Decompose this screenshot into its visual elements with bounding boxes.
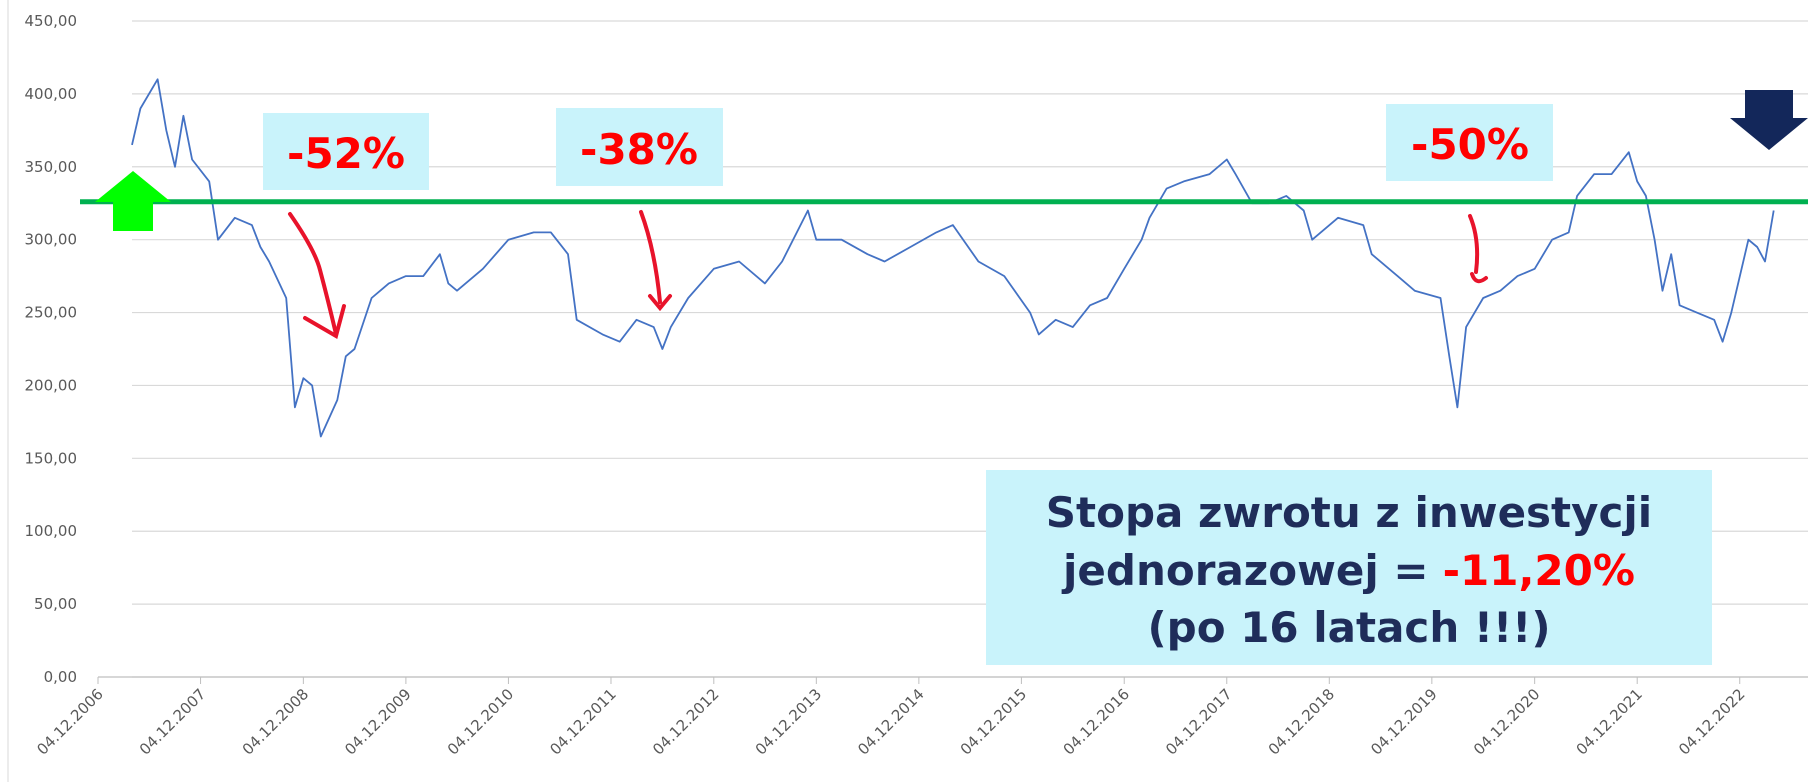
plot xyxy=(80,78,1808,438)
summary-box xyxy=(986,470,1712,665)
y-tick-label: 200,00 xyxy=(25,376,78,394)
end-arrow xyxy=(1730,90,1808,150)
y-tick-label: 400,00 xyxy=(25,85,78,103)
annotation-box xyxy=(556,108,723,186)
summary-highlight: -11,20% xyxy=(1443,546,1635,595)
y-tick-label: 250,00 xyxy=(25,304,78,322)
x-tick-label: 04.12.2013 xyxy=(752,685,825,758)
drop-arrow xyxy=(1468,214,1480,274)
y-tick-label: 150,00 xyxy=(25,449,78,467)
summary-line: (po 16 latach !!!) xyxy=(1147,603,1550,652)
y-tick-label: 300,00 xyxy=(25,231,78,249)
y-tick-label: 350,00 xyxy=(25,158,78,176)
x-tick-label: 04.12.2019 xyxy=(1367,685,1440,758)
x-tick-label: 04.12.2010 xyxy=(444,685,517,758)
x-tick-label: 04.12.2022 xyxy=(1675,685,1748,758)
x-tick-label: 04.12.2021 xyxy=(1573,685,1646,758)
annotation-box xyxy=(263,113,429,190)
summary-line: Stopa zwrotu z inwestycji xyxy=(1046,488,1652,537)
x-tick-label: 04.12.2006 xyxy=(33,685,106,758)
x-tick-label: 04.12.2008 xyxy=(239,685,312,758)
annotation: -50% xyxy=(1411,120,1529,169)
y-tick-label: 50,00 xyxy=(34,595,77,613)
y-tick-label: 0,00 xyxy=(44,668,77,686)
drop-arrow-head xyxy=(648,294,672,312)
x-tick-label: 04.12.2017 xyxy=(1162,685,1235,758)
x-tick-label: 04.12.2014 xyxy=(854,685,927,758)
summary-text: jednorazowej = xyxy=(1061,546,1429,595)
start-arrow xyxy=(95,171,171,231)
x-tick-label: 04.12.2016 xyxy=(1060,685,1133,758)
x-tick-label: 04.12.2009 xyxy=(341,685,414,758)
annotation: -38% xyxy=(580,125,698,174)
drop-arrow-head xyxy=(1470,272,1488,284)
annotation-box xyxy=(1386,104,1553,181)
x-tick-label: 04.12.2012 xyxy=(649,685,722,758)
y-tick-label: 100,00 xyxy=(25,522,78,540)
drop-arrow xyxy=(288,212,338,336)
price-line xyxy=(131,78,1775,438)
summary-line: jednorazowej = -11,20% xyxy=(1061,546,1635,595)
drop-arrow-head xyxy=(303,304,346,340)
drop-arrow xyxy=(639,210,662,304)
annotation: -52% xyxy=(287,129,405,178)
x-tick-label: 04.12.2018 xyxy=(1265,685,1338,758)
x-tick-label: 04.12.2011 xyxy=(546,685,619,758)
x-tick-label: 04.12.2015 xyxy=(957,685,1030,758)
y-tick-label: 450,00 xyxy=(25,12,78,30)
x-tick-label: 04.12.2020 xyxy=(1470,685,1543,758)
x-tick-label: 04.12.2007 xyxy=(136,685,209,758)
